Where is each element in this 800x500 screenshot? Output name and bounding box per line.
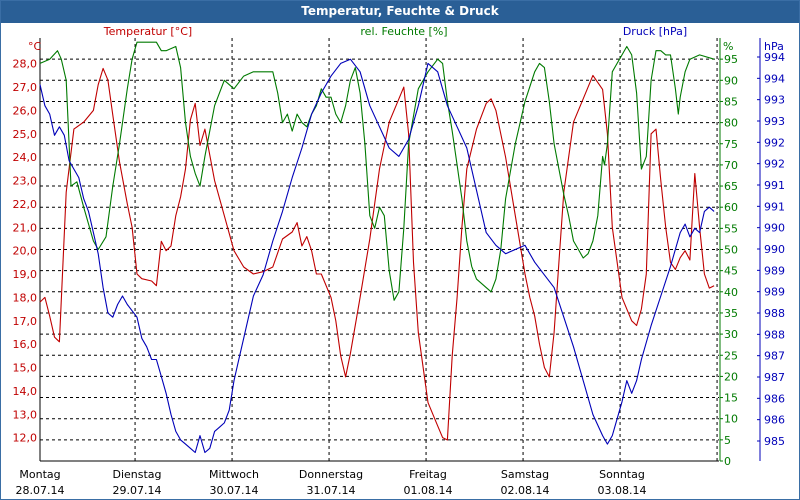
temperature-unit-label: °C: [28, 40, 42, 53]
pressure-tick-label: 988: [764, 307, 785, 320]
humidity-tick-label: 75: [724, 138, 738, 151]
temperature-tick-label: 13,0: [13, 408, 38, 421]
temperature-tick-label: 27,0: [13, 81, 38, 94]
humidity-tick-label: 55: [724, 222, 738, 235]
temperature-tick-label: 14,0: [13, 385, 38, 398]
x-tick-date: 29.07.14: [113, 484, 162, 497]
humidity-tick-label: 80: [724, 117, 738, 130]
humidity-axis-label: rel. Feuchte [%]: [360, 25, 447, 38]
temperature-tick-label: 28,0: [13, 58, 38, 71]
x-tick-date: 30.07.14: [210, 484, 259, 497]
pressure-unit-label: hPa: [764, 40, 784, 53]
humidity-tick-label: 60: [724, 201, 738, 214]
pressure-tick-label: 993: [764, 115, 785, 128]
temperature-axis-label: Temperatur [°C]: [103, 25, 192, 38]
humidity-tick-label: 45: [724, 265, 738, 278]
temperature-tick-label: 22,0: [13, 198, 38, 211]
humidity-tick-label: 70: [724, 159, 738, 172]
temperature-tick-label: 17,0: [13, 315, 38, 328]
temperature-tick-label: 19,0: [13, 268, 38, 281]
temperature-tick-label: 20,0: [13, 245, 38, 258]
temperature-tick-label: 18,0: [13, 291, 38, 304]
chart-title: Temperatur, Feuchte & Druck: [1, 1, 799, 23]
humidity-series-line: [39, 41, 715, 301]
pressure-tick-label: 986: [764, 392, 785, 405]
x-tick-date: 02.08.14: [501, 484, 550, 497]
x-tick-date: 31.07.14: [307, 484, 356, 497]
x-tick-weekday: Mittwoch: [209, 468, 259, 481]
temperature-tick-label: 12,0: [13, 432, 38, 445]
humidity-tick-label: 65: [724, 180, 738, 193]
x-tick-date: 01.08.14: [404, 484, 453, 497]
grid-lines: [40, 38, 719, 461]
temperature-tick-label: 21,0: [13, 221, 38, 234]
tick-labels: 12,0 13,0 14,0 15,0 16,0 17,0 18,0 19,0 20,0 21,0…: [13, 51, 786, 497]
humidity-tick-label: 20: [724, 370, 738, 383]
humidity-tick-label: 15: [724, 392, 738, 405]
x-tick-date: 03.08.14: [598, 484, 647, 497]
humidity-tick-label: 5: [724, 434, 731, 447]
pressure-tick-label: 990: [764, 243, 785, 256]
humidity-tick-label: 35: [724, 307, 738, 320]
humidity-tick-label: 90: [724, 74, 738, 87]
x-tick-weekday: Samstag: [501, 468, 549, 481]
pressure-tick-label: 989: [764, 286, 785, 299]
x-tick-weekday: Sonntag: [599, 468, 645, 481]
pressure-tick-label: 990: [764, 222, 785, 235]
pressure-tick-label: 987: [764, 371, 785, 384]
humidity-tick-label: 95: [724, 53, 738, 66]
x-tick-weekday: Montag: [19, 468, 60, 481]
humidity-tick-label: 25: [724, 349, 738, 362]
temperature-tick-label: 25,0: [13, 128, 38, 141]
pressure-series-line: [39, 58, 715, 454]
pressure-tick-label: 991: [764, 200, 785, 213]
x-tick-weekday: Donnerstag: [299, 468, 363, 481]
axis-headers: °C Temperatur [°C] rel. Feuchte [%] Druck […: [28, 25, 784, 53]
pressure-tick-label: 992: [764, 158, 785, 171]
pressure-tick-label: 992: [764, 136, 785, 149]
humidity-unit-label: %: [723, 40, 733, 53]
temperature-tick-label: 16,0: [13, 338, 38, 351]
humidity-tick-label: 50: [724, 244, 738, 257]
temperature-tick-label: 24,0: [13, 151, 38, 164]
humidity-tick-label: 85: [724, 95, 738, 108]
temperature-series-line: [39, 67, 715, 441]
pressure-tick-label: 989: [764, 264, 785, 277]
pressure-tick-label: 994: [764, 51, 785, 64]
x-tick-weekday: Dienstag: [112, 468, 161, 481]
humidity-tick-label: 10: [724, 413, 738, 426]
pressure-tick-label: 987: [764, 350, 785, 363]
pressure-tick-label: 985: [764, 435, 785, 448]
humidity-tick-label: 0: [724, 455, 731, 468]
axes: [39, 38, 761, 462]
x-tick-date: 28.07.14: [16, 484, 65, 497]
pressure-tick-label: 988: [764, 328, 785, 341]
pressure-axis-label: Druck [hPa]: [623, 25, 687, 38]
pressure-tick-label: 991: [764, 179, 785, 192]
temperature-tick-label: 23,0: [13, 175, 38, 188]
temperature-tick-label: 26,0: [13, 104, 38, 117]
temperature-tick-label: 15,0: [13, 362, 38, 375]
humidity-tick-label: 40: [724, 286, 738, 299]
pressure-tick-label: 993: [764, 94, 785, 107]
x-tick-weekday: Freitag: [409, 468, 447, 481]
series-lines: [39, 41, 715, 454]
pressure-tick-label: 994: [764, 72, 785, 85]
pressure-tick-label: 986: [764, 414, 785, 427]
humidity-tick-label: 30: [724, 328, 738, 341]
